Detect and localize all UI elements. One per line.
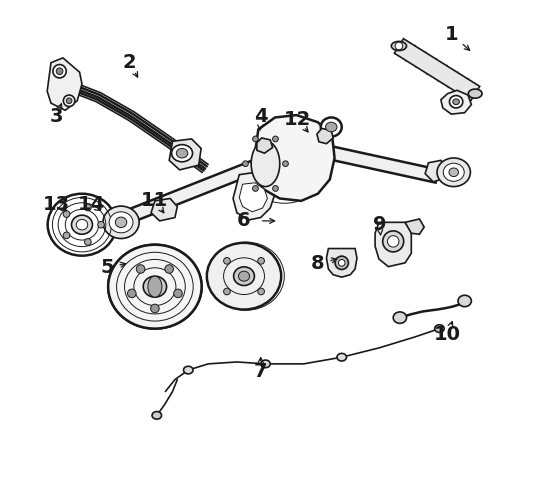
Polygon shape: [169, 139, 201, 170]
Ellipse shape: [388, 236, 399, 247]
Ellipse shape: [252, 136, 258, 142]
Ellipse shape: [224, 288, 230, 295]
Ellipse shape: [116, 217, 127, 228]
Polygon shape: [394, 39, 480, 101]
Ellipse shape: [261, 360, 270, 368]
Ellipse shape: [98, 221, 104, 228]
Ellipse shape: [443, 163, 464, 181]
Text: 2: 2: [123, 53, 136, 72]
Ellipse shape: [108, 245, 202, 328]
Ellipse shape: [184, 366, 193, 374]
Ellipse shape: [165, 265, 173, 273]
Ellipse shape: [437, 158, 470, 186]
Ellipse shape: [174, 289, 182, 298]
Ellipse shape: [136, 265, 145, 273]
Text: 9: 9: [373, 215, 387, 234]
Ellipse shape: [321, 118, 342, 137]
Ellipse shape: [326, 122, 337, 132]
Ellipse shape: [283, 161, 288, 166]
Text: 12: 12: [284, 110, 311, 130]
Ellipse shape: [151, 304, 159, 313]
Text: 14: 14: [78, 195, 105, 214]
Ellipse shape: [239, 271, 250, 281]
Ellipse shape: [172, 145, 192, 162]
Ellipse shape: [243, 161, 248, 166]
Ellipse shape: [76, 219, 87, 230]
Ellipse shape: [85, 239, 91, 245]
Polygon shape: [255, 115, 334, 201]
Ellipse shape: [207, 243, 281, 310]
Polygon shape: [233, 172, 275, 220]
Polygon shape: [425, 160, 448, 182]
Ellipse shape: [152, 412, 162, 419]
Text: 6: 6: [237, 211, 251, 230]
Text: 13: 13: [43, 195, 70, 214]
Ellipse shape: [234, 267, 255, 285]
Text: 7: 7: [254, 362, 267, 381]
Ellipse shape: [252, 185, 258, 191]
Ellipse shape: [66, 98, 72, 104]
Ellipse shape: [63, 95, 75, 107]
Ellipse shape: [434, 325, 444, 332]
Polygon shape: [331, 147, 438, 183]
Ellipse shape: [393, 312, 406, 323]
Ellipse shape: [395, 42, 403, 50]
Polygon shape: [405, 219, 424, 234]
Ellipse shape: [337, 353, 346, 361]
Text: 10: 10: [434, 325, 461, 344]
Ellipse shape: [53, 65, 66, 78]
Polygon shape: [239, 183, 267, 212]
Text: 4: 4: [254, 107, 267, 126]
Ellipse shape: [56, 68, 63, 75]
Text: 5: 5: [101, 258, 114, 277]
Ellipse shape: [103, 206, 139, 239]
Ellipse shape: [128, 289, 136, 298]
Text: 8: 8: [311, 254, 324, 273]
Ellipse shape: [48, 194, 116, 256]
Polygon shape: [151, 198, 177, 221]
Ellipse shape: [338, 260, 345, 266]
Ellipse shape: [258, 288, 265, 295]
Ellipse shape: [224, 258, 230, 264]
Ellipse shape: [391, 42, 406, 51]
Ellipse shape: [468, 89, 482, 98]
Polygon shape: [441, 90, 471, 114]
Ellipse shape: [85, 204, 91, 211]
Ellipse shape: [273, 136, 278, 142]
Ellipse shape: [143, 276, 167, 297]
Text: 3: 3: [50, 107, 63, 126]
Text: 1: 1: [444, 24, 458, 43]
Ellipse shape: [258, 258, 265, 264]
Ellipse shape: [148, 276, 162, 297]
Polygon shape: [47, 58, 82, 110]
Polygon shape: [257, 138, 273, 153]
Ellipse shape: [383, 231, 404, 252]
Polygon shape: [375, 222, 411, 267]
Polygon shape: [327, 249, 357, 277]
Ellipse shape: [251, 141, 280, 186]
Ellipse shape: [453, 99, 459, 105]
Ellipse shape: [449, 168, 459, 176]
Ellipse shape: [458, 295, 471, 307]
Ellipse shape: [63, 211, 70, 217]
Polygon shape: [317, 129, 333, 144]
Ellipse shape: [273, 185, 278, 191]
Text: 11: 11: [141, 191, 168, 210]
Ellipse shape: [72, 215, 92, 234]
Ellipse shape: [109, 212, 133, 233]
Ellipse shape: [63, 232, 70, 239]
Ellipse shape: [335, 256, 348, 270]
Polygon shape: [127, 160, 257, 222]
Ellipse shape: [177, 149, 188, 158]
Ellipse shape: [449, 96, 463, 108]
